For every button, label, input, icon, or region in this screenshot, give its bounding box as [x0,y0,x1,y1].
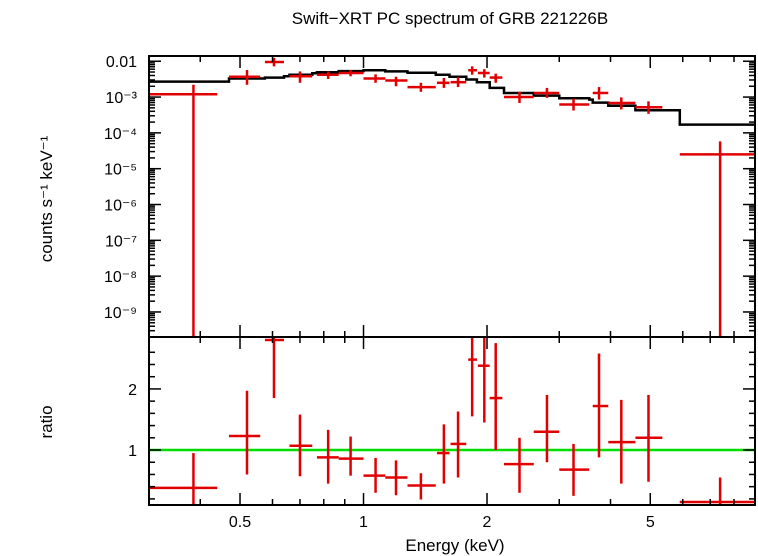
ratio-point [316,429,339,484]
spectrum-data-points [149,57,755,337]
ratio-point [635,395,663,482]
spectrum-point [592,87,609,100]
ratio-point [385,460,408,496]
ratio-point [489,343,503,451]
spectrum-point [289,71,313,83]
spectrum-y-tick-label: 10⁻⁶ [104,198,137,215]
x-tick-label: 5 [646,514,655,531]
ratio-x-ticks: 0.5 1 2 5 [148,337,756,531]
ratio-y-tick-label: 2 [128,382,137,399]
ratio-point [436,424,450,484]
x-tick-label: 0.5 [229,514,251,531]
spectrum-panel: 0.01 10⁻³ 10⁻⁴ 10⁻⁵ 10⁻⁶ 10⁻⁷ 10⁻⁸ 10⁻⁹ [104,54,756,338]
spectrum-point [635,101,663,114]
spectrum-point [316,71,339,79]
ratio-point [559,443,590,496]
ratio-point [149,453,218,505]
spectrum-point [468,66,477,75]
ratio-point [679,477,755,505]
x-axis-label: Energy (keV) [405,536,504,555]
spectrum-y-tick-label: 10⁻⁵ [104,162,137,179]
spectrum-point [264,57,284,67]
x-tick-label: 1 [359,514,368,531]
spectrum-x-ticks [148,56,756,337]
ratio-point [450,411,467,478]
spectrum-point [503,91,534,104]
ratio-point [264,337,284,399]
spectrum-point [228,69,261,85]
spectrum-y-tick-label: 10⁻⁴ [104,126,137,143]
model-step-line [149,69,755,126]
ratio-data-points [149,337,755,505]
ratio-point [592,353,609,458]
spectrum-point [407,82,436,92]
spectrum-y-tick-label: 0.01 [106,54,137,71]
ratio-y-tick-label: 1 [128,443,137,460]
spectrum-point [338,69,364,77]
chart-title: Swift−XRT PC spectrum of GRB 221226B [292,9,608,28]
spectrum-y-tick-label: 10⁻⁷ [105,233,137,250]
ratio-y-axis-label: ratio [37,405,56,438]
x-tick-label: 2 [483,514,492,531]
model-curve [149,69,755,126]
spectrum-y-axis-label: counts s⁻¹ keV⁻¹ [37,135,56,262]
spectrum-y-ticks: 0.01 10⁻³ 10⁻⁴ 10⁻⁵ 10⁻⁶ 10⁻⁷ 10⁻⁸ 10⁻⁹ [104,54,755,338]
spectrum-point [608,97,636,110]
ratio-frame [148,336,756,506]
spectrum-frame [148,55,756,338]
spectrum-point [477,69,490,78]
ratio-point [363,457,386,493]
ratio-point [468,337,477,417]
spectrum-y-tick-label: 10⁻⁹ [104,305,137,322]
spectrum-point [385,76,408,87]
ratio-point [407,473,436,500]
spectrum-point [679,141,755,337]
spectrum-point [450,77,467,88]
ratio-point [503,437,534,493]
spectrum-y-tick-label: 10⁻³ [105,90,137,107]
spectrum-point [489,73,503,83]
spectrum-y-tick-label: 10⁻⁸ [104,269,137,286]
ratio-point [228,390,261,475]
spectrum-point [363,74,386,83]
ratio-point [533,395,560,463]
ratio-point [608,399,636,484]
spectrum-point [559,98,590,111]
ratio-point [477,337,490,423]
ratio-panel: 12 0.5 1 2 5 [128,336,756,531]
ratio-point [289,414,313,477]
ratio-y-ticks: 12 [128,351,755,500]
spectrum-point [533,87,560,98]
ratio-point [338,436,364,476]
spectrum-point [436,78,450,88]
spectrum-point [149,84,218,337]
